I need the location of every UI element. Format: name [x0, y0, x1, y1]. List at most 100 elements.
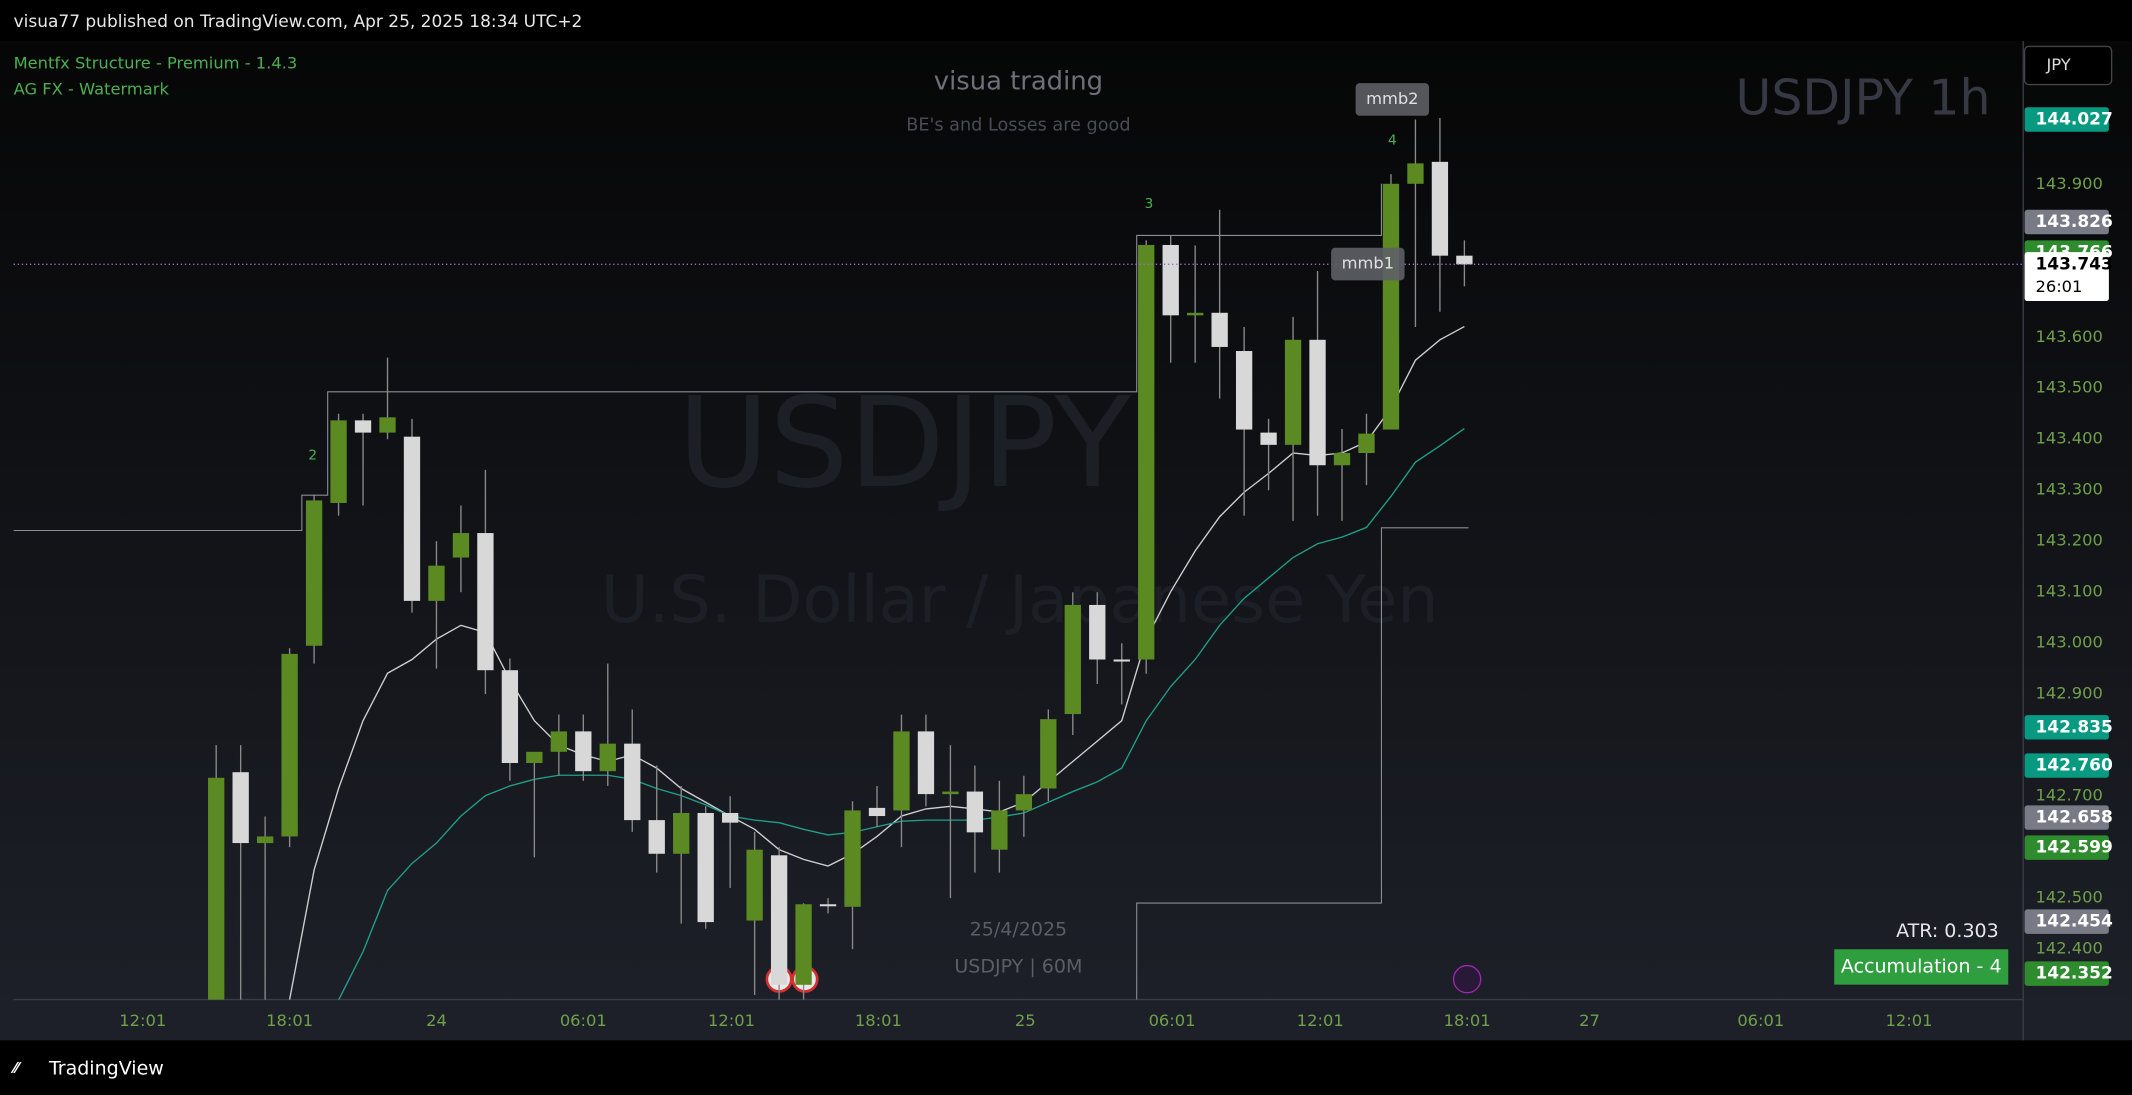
price-badge-label: 142.599: [2035, 838, 2112, 858]
x-tick-label: 12:01: [119, 1011, 166, 1030]
price-badge: [2024, 835, 2109, 860]
footer-bar: [0, 1040, 2132, 1095]
x-tick-label: 12:01: [1297, 1011, 1344, 1030]
annotation-box: [1331, 247, 1405, 281]
candle-body: [1187, 312, 1204, 316]
y-tick-label: 143.400: [2035, 429, 2102, 448]
x-tick-label: 06:01: [1149, 1011, 1196, 1030]
price-badge-label: 142.658: [2035, 808, 2112, 828]
candle-body: [721, 812, 739, 823]
indicator: Mentfx Structure - Premium - 1.4.3: [14, 54, 298, 73]
phase: Accumulation - 4: [1841, 955, 2002, 977]
price-badge: [2024, 209, 2109, 235]
candle-body: [208, 777, 225, 1000]
event-icon[interactable]: [1452, 964, 1482, 994]
candle-body: [1333, 453, 1351, 466]
candle-body: [428, 565, 445, 601]
watermark-symbol: USDJPY: [678, 370, 1132, 516]
x-tick-label: 06:01: [1737, 1011, 1784, 1030]
price-badge: [2024, 961, 2109, 986]
y-tick-label: 142.900: [2035, 684, 2102, 703]
candle-body: [844, 810, 861, 907]
candle-body: [1284, 339, 1302, 445]
candle-body: [403, 436, 421, 601]
candle-body: [379, 417, 396, 433]
price-badge: [2024, 753, 2109, 778]
candle-body: [1113, 659, 1130, 662]
candle-body: [281, 653, 298, 837]
x-tick-label: 06:01: [560, 1011, 607, 1030]
x-tick-label: 27: [1579, 1011, 1600, 1030]
candle-body: [966, 791, 984, 833]
watermark-footer: USDJPY | 60M: [954, 955, 1082, 977]
price-badge: [2024, 805, 2109, 830]
candle-body: [1064, 604, 1081, 715]
y-tick-label: 143.300: [2035, 480, 2102, 499]
annotation: mmb1: [1342, 254, 1394, 273]
candle-body: [599, 743, 616, 772]
watermark-date: 25/4/2025: [970, 919, 1068, 941]
candle-body: [770, 855, 788, 985]
annotation: 3: [1145, 196, 1154, 212]
annotation-box: [1355, 83, 1430, 116]
y-tick-label: 142.400: [2035, 939, 2102, 958]
candle-body: [893, 731, 910, 811]
x-tick-label: 12:01: [1886, 1011, 1933, 1030]
candle-body: [1358, 433, 1375, 454]
candle-body: [1382, 183, 1400, 430]
candle-body: [1211, 312, 1228, 347]
structure-line: [1136, 527, 1469, 1000]
header: visua77 published on TradingView.com, Ap…: [14, 12, 583, 32]
candle-body: [501, 670, 519, 764]
annotation: mmb2: [1366, 89, 1418, 108]
y-tick-label: 143.200: [2035, 531, 2102, 550]
candle-body: [673, 812, 690, 854]
y-tick-label: 142.700: [2035, 786, 2102, 805]
currency-button[interactable]: [2023, 45, 2113, 86]
brand: TradingView: [48, 1057, 164, 1079]
indicator: AG FX - Watermark: [14, 79, 170, 98]
price-badge: [2024, 909, 2109, 934]
x-tick-label: 25: [1015, 1011, 1036, 1030]
x-tick-label: 18:01: [266, 1011, 313, 1030]
candle-body: [1235, 351, 1253, 430]
candle-body: [1040, 719, 1057, 789]
candle-body: [1431, 161, 1449, 256]
phase-badge: [1834, 949, 2009, 985]
x-tick-label: 24: [426, 1011, 447, 1030]
candle-body: [868, 807, 886, 817]
price-badge-label: 142.352: [2035, 964, 2112, 984]
candle-body: [256, 836, 274, 844]
structure: [13, 183, 1469, 1000]
candle-body: [1456, 255, 1473, 265]
candle-body: [1162, 244, 1179, 316]
candle-body: [819, 904, 837, 907]
candle-body: [477, 533, 494, 671]
price-badge-label: 142.760: [2035, 756, 2112, 776]
price-badge-label: 142.454: [2035, 912, 2113, 932]
header-bar: [0, 0, 2132, 42]
price-countdown: 26:01: [2035, 277, 2082, 296]
currency: JPY: [2045, 55, 2070, 74]
x-tick-label: 12:01: [708, 1011, 755, 1030]
candle-body: [526, 751, 543, 764]
candle-body: [991, 810, 1008, 850]
candle-body: [232, 772, 249, 844]
x-tick-label: 18:01: [855, 1011, 902, 1030]
candle-body: [1015, 794, 1033, 811]
price-badge-label: 143.826: [2035, 212, 2112, 232]
candle-body: [1407, 163, 1424, 184]
atr: ATR: 0.303: [1896, 920, 1999, 942]
candle-body: [354, 420, 372, 433]
y-tick-label: 143.900: [2035, 174, 2102, 193]
price-badge-label: 143.743: [2035, 254, 2112, 274]
watermark-description: U.S. Dollar / Japanese Yen: [601, 562, 1439, 638]
candle-body: [575, 731, 592, 772]
candle-body: [746, 849, 763, 921]
y-tick-label: 143.600: [2035, 327, 2102, 346]
price-badge: [2024, 715, 2109, 740]
candle-body: [550, 731, 567, 752]
price-badge: [2024, 252, 2109, 302]
y-tick-label: 143.000: [2035, 633, 2102, 652]
